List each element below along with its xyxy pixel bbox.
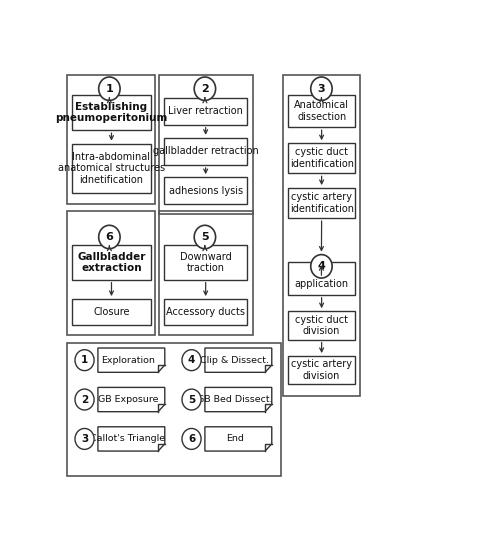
Text: 4: 4 — [188, 355, 195, 365]
FancyBboxPatch shape — [164, 97, 247, 125]
Polygon shape — [98, 387, 165, 412]
Text: 3: 3 — [317, 84, 325, 94]
Text: Callot's Triangle: Callot's Triangle — [90, 435, 166, 443]
Polygon shape — [205, 427, 272, 451]
FancyBboxPatch shape — [72, 299, 151, 325]
Circle shape — [99, 225, 120, 249]
Text: Gallbladder
extraction: Gallbladder extraction — [77, 252, 145, 274]
Text: Liver retraction: Liver retraction — [168, 106, 243, 116]
Circle shape — [182, 350, 201, 370]
Circle shape — [311, 255, 332, 278]
Text: 2: 2 — [201, 84, 209, 94]
Text: adhesions lysis: adhesions lysis — [169, 186, 243, 196]
Polygon shape — [98, 427, 165, 451]
Text: cystic artery
division: cystic artery division — [291, 360, 352, 381]
Text: Anatomical
dissection: Anatomical dissection — [294, 100, 349, 122]
FancyBboxPatch shape — [164, 245, 247, 280]
Text: 5: 5 — [201, 232, 209, 242]
Text: 5: 5 — [188, 394, 195, 405]
Text: GB Exposure: GB Exposure — [98, 395, 158, 404]
Text: Downward
traction: Downward traction — [180, 252, 232, 274]
Text: 4: 4 — [317, 261, 325, 271]
FancyBboxPatch shape — [288, 262, 355, 295]
Text: Clip
application: Clip application — [294, 268, 349, 289]
Text: End: End — [226, 435, 244, 443]
Text: GB Bed Dissect.: GB Bed Dissect. — [197, 395, 273, 404]
Circle shape — [194, 225, 215, 249]
Text: 1: 1 — [81, 355, 88, 365]
FancyBboxPatch shape — [164, 177, 247, 205]
FancyBboxPatch shape — [288, 95, 355, 127]
Text: Exploration: Exploration — [101, 356, 155, 364]
Circle shape — [194, 77, 215, 101]
Circle shape — [75, 350, 94, 370]
FancyBboxPatch shape — [288, 311, 355, 339]
Text: 3: 3 — [81, 434, 88, 444]
FancyBboxPatch shape — [288, 188, 355, 218]
FancyBboxPatch shape — [288, 356, 355, 385]
Circle shape — [75, 389, 94, 410]
Polygon shape — [205, 348, 272, 372]
Polygon shape — [205, 387, 272, 412]
FancyBboxPatch shape — [72, 95, 151, 130]
FancyBboxPatch shape — [288, 143, 355, 174]
Text: gallbladder retraction: gallbladder retraction — [153, 146, 258, 156]
Circle shape — [99, 77, 120, 101]
Text: Clip & Dissect.: Clip & Dissect. — [201, 356, 270, 364]
Text: Establishing
pneumoperitonium: Establishing pneumoperitonium — [55, 102, 168, 123]
Text: Closure: Closure — [93, 307, 130, 317]
FancyBboxPatch shape — [72, 245, 151, 280]
FancyBboxPatch shape — [164, 138, 247, 165]
Text: 1: 1 — [106, 84, 113, 94]
Text: 2: 2 — [81, 394, 88, 405]
Circle shape — [182, 429, 201, 449]
Text: 6: 6 — [188, 434, 195, 444]
Text: Accessory ducts: Accessory ducts — [166, 307, 245, 317]
Text: cystic duct
identification: cystic duct identification — [289, 147, 353, 169]
Circle shape — [182, 389, 201, 410]
Text: cystic artery
identification: cystic artery identification — [289, 192, 353, 214]
Polygon shape — [98, 348, 165, 372]
Text: Intra-abdominal
anatomical structures
idnetification: Intra-abdominal anatomical structures id… — [58, 152, 165, 185]
Circle shape — [75, 429, 94, 449]
Text: cystic duct
division: cystic duct division — [295, 314, 348, 336]
Text: 6: 6 — [106, 232, 113, 242]
FancyBboxPatch shape — [164, 299, 247, 325]
Circle shape — [311, 77, 332, 101]
FancyBboxPatch shape — [72, 144, 151, 193]
